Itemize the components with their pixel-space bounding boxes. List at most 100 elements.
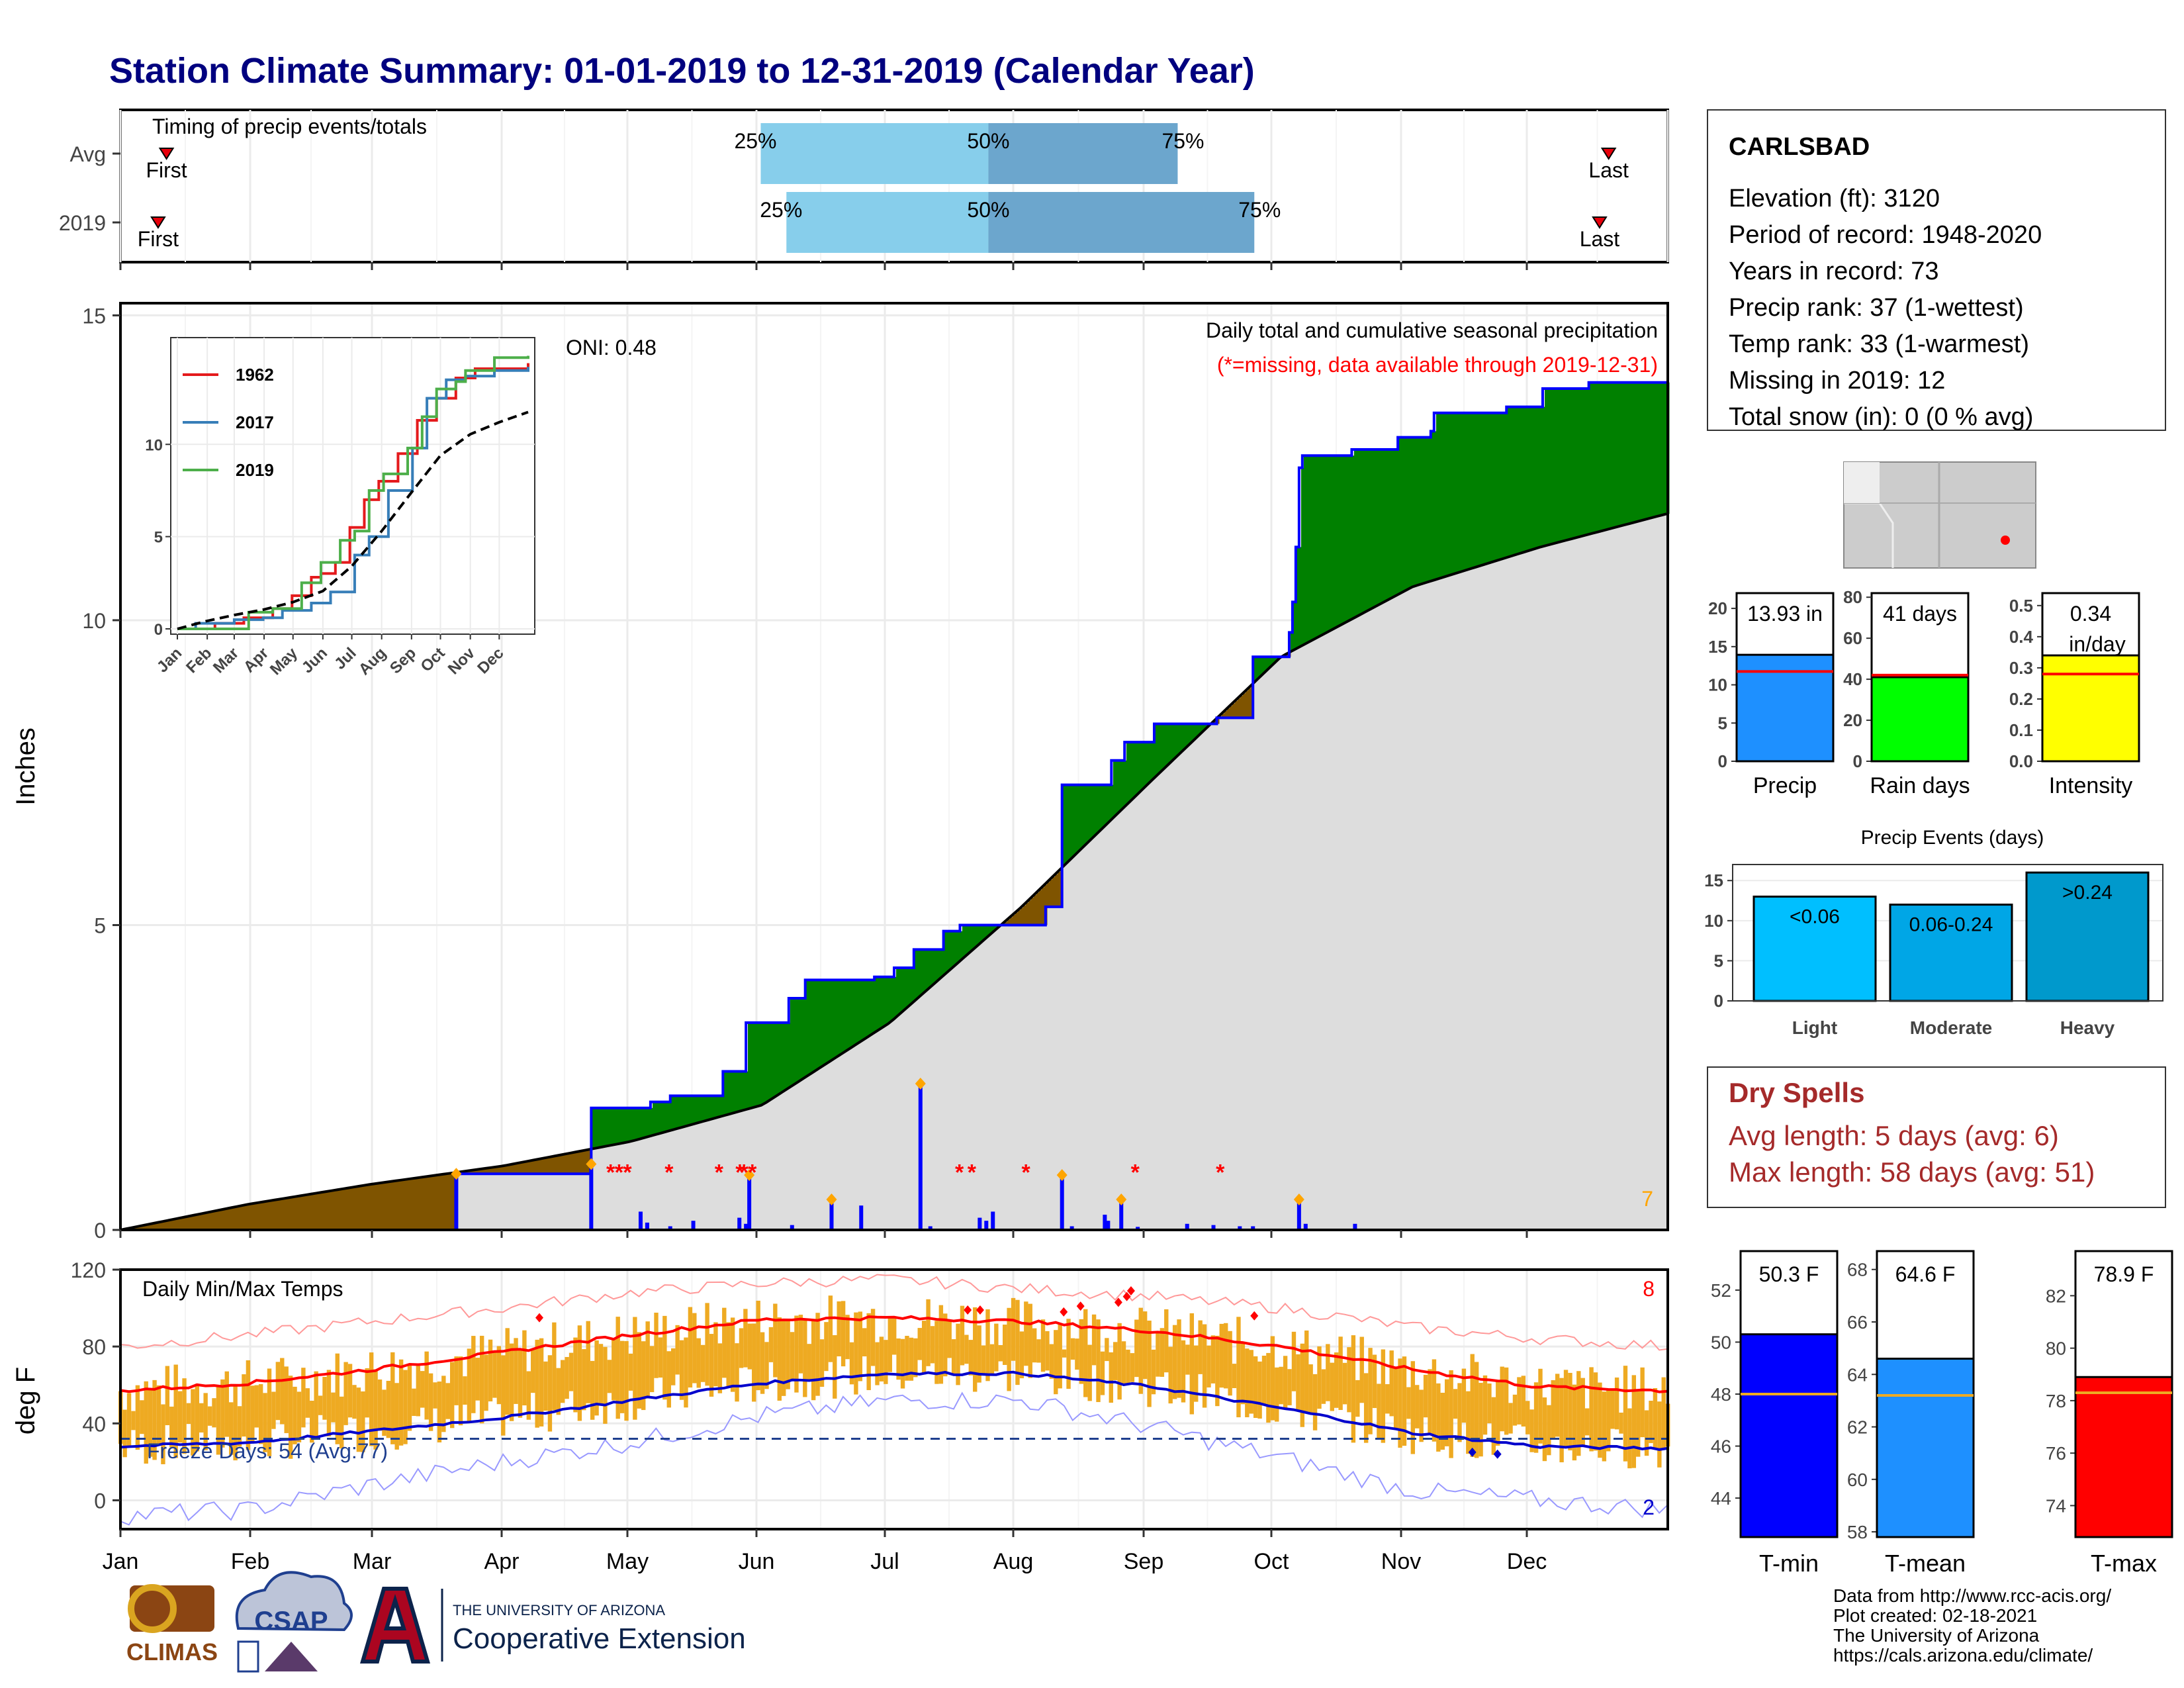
daily-precip-bar	[1119, 1199, 1124, 1230]
surplus-fill	[1333, 455, 1336, 630]
surplus-fill	[1084, 784, 1087, 847]
deficit-fill	[1005, 921, 1008, 925]
station-location-dot	[2001, 536, 2010, 545]
daily-temp-bar	[1079, 1319, 1084, 1384]
daily-temp-bar	[1279, 1366, 1283, 1405]
daily-temp-bar	[161, 1404, 165, 1464]
daily-temp-bar	[905, 1335, 909, 1381]
surplus-fill	[703, 1096, 706, 1122]
surplus-fill	[936, 949, 939, 982]
daily-temp-bar	[1338, 1336, 1343, 1410]
normal-min-line	[120, 1370, 1668, 1451]
daily-temp-bar	[314, 1371, 318, 1439]
surplus-fill	[1537, 406, 1540, 549]
surplus-fill	[613, 1107, 616, 1145]
precip-ytick-label: 10	[82, 609, 106, 633]
surplus-fill	[788, 1022, 791, 1089]
surplus-fill	[1441, 412, 1445, 578]
daily-precip-bar	[829, 1199, 834, 1230]
surplus-fill	[666, 1102, 669, 1132]
daily-temp-bar	[203, 1393, 208, 1450]
deficit-fill	[1042, 887, 1045, 925]
total-xlabel: Intensity	[2049, 773, 2133, 798]
daily-temp-bar	[786, 1320, 790, 1389]
surplus-fill	[1412, 437, 1416, 587]
daily-temp-bar	[1177, 1319, 1181, 1398]
daily-temp-bar	[1533, 1382, 1539, 1453]
surplus-fill	[1449, 412, 1453, 576]
surplus-fill	[944, 931, 947, 976]
deficit-fill	[311, 1194, 314, 1230]
surplus-fill	[838, 980, 841, 1056]
deficit-fill	[404, 1180, 407, 1230]
surplus-fill	[1595, 382, 1598, 533]
total-value-unit: in/day	[2069, 632, 2125, 656]
daily-temp-bar	[1147, 1321, 1152, 1407]
deficit-fill	[343, 1188, 346, 1230]
deficit-fill	[340, 1189, 343, 1230]
surplus-fill	[1402, 437, 1405, 593]
deficit-fill	[483, 1168, 486, 1174]
surplus-fill	[647, 1107, 651, 1137]
daily-temp-bar	[386, 1380, 391, 1438]
deficit-fill	[295, 1196, 298, 1230]
daily-temp-bar	[1491, 1397, 1496, 1455]
daily-temp-bar	[994, 1323, 999, 1372]
deficit-fill	[213, 1211, 216, 1230]
record-high-marker	[1076, 1301, 1085, 1311]
temp-summary-bar	[2074, 1376, 2173, 1538]
deficit-fill	[560, 1154, 563, 1174]
surplus-fill	[1272, 657, 1275, 666]
inset-ytick-label: 0	[154, 621, 163, 639]
deficit-fill	[327, 1191, 330, 1230]
surplus-fill	[1415, 437, 1418, 586]
surplus-fill	[777, 1022, 780, 1096]
surplus-fill	[674, 1096, 677, 1130]
daily-temp-bar	[1508, 1403, 1513, 1434]
surplus-fill	[1140, 742, 1143, 792]
month-label: Apr	[484, 1549, 520, 1574]
daily-temp-bar	[1257, 1361, 1262, 1419]
surplus-fill	[758, 1022, 762, 1106]
daily-temp-bar	[1342, 1362, 1347, 1405]
daily-temp-bar	[1138, 1307, 1143, 1394]
timing-pct-label: 25%	[734, 129, 776, 153]
deficit-fill	[1018, 910, 1021, 925]
deficit-fill	[1023, 905, 1026, 925]
daily-temp-bar	[1479, 1383, 1483, 1457]
surplus-fill	[899, 967, 902, 1015]
deficit-fill	[1039, 890, 1042, 925]
daily-temp-bar	[505, 1328, 510, 1415]
surplus-fill	[986, 925, 989, 939]
surplus-fill	[1553, 388, 1556, 544]
station-info-line: Precip rank: 37 (1-wettest)	[1729, 294, 2024, 322]
deficit-fill	[383, 1182, 386, 1230]
temp-title: Daily Min/Max Temps	[142, 1277, 343, 1301]
daily-temp-bar	[445, 1383, 450, 1419]
daily-temp-bar	[649, 1346, 655, 1393]
deficit-fill	[1026, 902, 1029, 925]
surplus-fill	[1150, 742, 1154, 782]
daily-temp-bar	[1015, 1299, 1020, 1385]
surplus-fill	[1134, 742, 1138, 798]
daily-temp-bar	[501, 1355, 506, 1436]
surplus-fill	[1524, 406, 1527, 553]
surplus-fill	[735, 1071, 738, 1113]
daily-temp-bar	[1500, 1366, 1504, 1432]
surplus-fill	[1531, 406, 1535, 550]
inset-ytick-label: 10	[145, 436, 163, 454]
surplus-fill	[1473, 412, 1477, 568]
deficit-fill	[1227, 708, 1230, 718]
daily-temp-bar	[347, 1364, 353, 1418]
deficit-fill	[523, 1162, 526, 1174]
daily-temp-bar	[1028, 1303, 1032, 1378]
surplus-fill	[1261, 657, 1265, 676]
daily-temp-bar	[242, 1374, 246, 1437]
surplus-fill	[711, 1096, 714, 1119]
daily-temp-bar	[484, 1354, 488, 1411]
daily-temp-bar	[1661, 1377, 1666, 1449]
daily-temp-bar	[577, 1325, 582, 1421]
surplus-fill	[901, 967, 905, 1013]
temp-summary-ytick-label: 58	[1847, 1522, 1868, 1542]
daily-temp-bar	[492, 1351, 497, 1398]
